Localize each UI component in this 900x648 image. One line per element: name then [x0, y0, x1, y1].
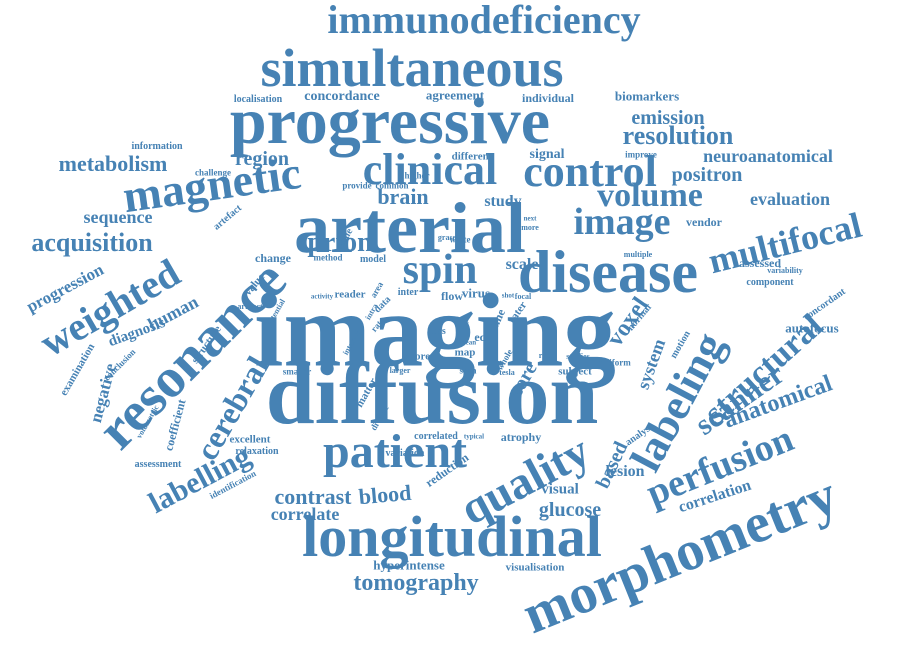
cloud-word-variability: variability — [767, 266, 803, 275]
cloud-word-autofocus: autofocus — [785, 320, 839, 336]
cloud-word-evaluation: evaluation — [749, 189, 831, 209]
cloud-word-localisation: localisation — [233, 94, 283, 105]
cloud-word-studies: studies — [566, 352, 590, 361]
cloud-word-subject: subject — [558, 365, 592, 378]
cloud-word-tomography: tomography — [353, 570, 479, 596]
cloud-word-smaller: smaller — [282, 366, 312, 377]
cloud-word-relaxation: relaxation — [235, 446, 279, 457]
cloud-word-grase: grase — [437, 233, 457, 242]
cloud-word-uniform: uniform — [599, 357, 631, 368]
cloud-word-scan: scan — [459, 365, 477, 376]
cloud-word-more: more — [521, 223, 539, 232]
cloud-word-tesla: tesla — [499, 368, 515, 377]
cloud-word-method: method — [313, 252, 343, 263]
cloud-word-provide: provide — [342, 180, 372, 191]
cloud-word-virus: virus — [461, 285, 491, 301]
cloud-word-atrophy: atrophy — [500, 430, 542, 444]
cloud-word-vendor: vendor — [686, 215, 722, 229]
cloud-word-model: model — [359, 254, 387, 265]
cloud-word-agreement: agreement — [425, 87, 485, 103]
cloud-word-simultaneous: simultaneous — [260, 38, 564, 98]
cloud-word-result: result — [436, 359, 464, 372]
cloud-word-white: white — [449, 234, 471, 245]
cloud-word-higher: higher — [404, 170, 430, 181]
cloud-word-variation: variation — [385, 448, 425, 459]
cloud-word-metabolism: metabolism — [58, 151, 168, 176]
cloud-word-flow: flow — [441, 289, 463, 303]
cloud-word-map: map — [454, 346, 476, 359]
cloud-word-change: change — [255, 251, 291, 265]
cloud-word-activity: activity — [310, 292, 334, 301]
cloud-word-visual: visual — [541, 481, 579, 498]
cloud-word-challenge: challenge — [195, 167, 231, 178]
cloud-word-neuroanatomical: neuroanatomical — [703, 146, 833, 166]
cloud-word-individual: individual — [521, 91, 575, 105]
cloud-word-signal: signal — [529, 147, 565, 162]
cloud-word-patient: patient — [323, 425, 467, 478]
cloud-word-correlate: correlate — [270, 504, 340, 524]
cloud-word-different: different — [451, 150, 493, 163]
cloud-word-ratio: ratio — [538, 351, 556, 360]
cloud-word-artifact: artifact — [237, 302, 263, 311]
cloud-word-biomarkers: biomarkers — [614, 88, 680, 104]
cloud-word-arterial: arterial — [294, 188, 526, 268]
cloud-word-positron: positron — [671, 164, 743, 186]
cloud-word-hyperintense: hyperintense — [373, 557, 445, 573]
cloud-word-shot: shot — [501, 291, 515, 300]
cloud-word-diffusion: diffusion — [265, 346, 599, 443]
cloud-word-echo: echo — [474, 330, 498, 344]
cloud-word-typical: typical — [463, 432, 485, 441]
cloud-word-brain: brain — [377, 184, 429, 209]
cloud-word-glucose: glucose — [538, 499, 602, 521]
cloud-word-larger: larger — [389, 366, 411, 375]
cloud-word-imaging: imaging — [254, 271, 616, 389]
cloud-word-study: study — [484, 193, 522, 210]
cloud-word-inter: inter — [397, 287, 419, 298]
cloud-word-next: next — [523, 214, 537, 223]
cloud-word-volume: volume — [597, 177, 703, 214]
cloud-word-emission: emission — [631, 107, 705, 129]
cloud-word-sequence: sequence — [83, 207, 153, 227]
cloud-word-acquisition: acquisition — [31, 228, 153, 257]
cloud-word-blood: blood — [357, 479, 413, 510]
cloud-word-concordance: concordance — [304, 89, 380, 104]
cloud-word-lesion: lesion — [605, 463, 645, 480]
cloud-word-assessed: assessed — [738, 256, 782, 270]
cloud-word-improve: improve — [625, 149, 657, 160]
cloud-word-scale: scale — [505, 256, 539, 273]
cloud-word-region: region — [234, 148, 290, 170]
cloud-word-information: information — [131, 141, 183, 152]
cloud-word-mean: mean — [459, 338, 477, 347]
cloud-word-correlated: correlated — [414, 431, 458, 442]
cloud-word-longitudinal: longitudinal — [302, 504, 602, 569]
cloud-word-excellent: excellent — [229, 433, 271, 446]
cloud-word-spin: spin — [402, 247, 478, 293]
cloud-word-disease: disease — [518, 239, 698, 305]
cloud-word-concordant: concordant — [801, 286, 848, 323]
cloud-word-reader: reader — [334, 288, 366, 301]
cloud-word-multiple: multiple — [623, 250, 653, 259]
cloud-word-immunodeficiency: immunodeficiency — [327, 0, 641, 42]
cloud-word-component: component — [746, 277, 794, 288]
cloud-word-focal: focal — [514, 292, 532, 301]
cloud-word-resolution: resolution — [622, 121, 734, 150]
cloud-word-loss: loss — [430, 326, 446, 337]
cloud-word-assessment: assessment — [134, 459, 182, 470]
cloud-word-score: score — [405, 350, 431, 363]
cloud-word-common: common — [375, 180, 409, 191]
cloud-word-contrast: contrast — [274, 484, 352, 509]
cloud-word-progressive: progressive — [229, 85, 551, 158]
cloud-word-prion: prion — [307, 227, 373, 258]
cloud-word-image: image — [573, 201, 671, 243]
cloud-word-control: control — [523, 147, 657, 196]
cloud-word-visualisation: visualisation — [505, 561, 565, 574]
cloud-word-clinical: clinical — [362, 145, 498, 194]
